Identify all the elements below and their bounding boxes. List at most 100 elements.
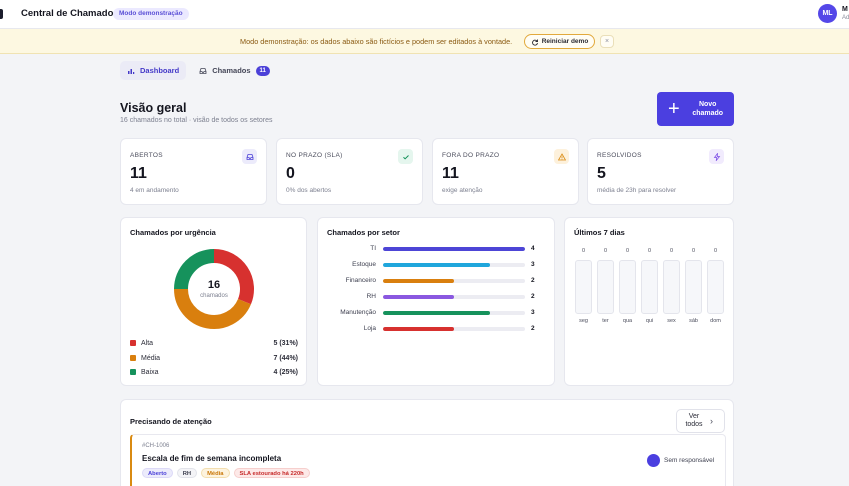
day-label: qua — [622, 318, 633, 324]
attention-panel: Precisando de atenção Ver todos › #CH-10… — [120, 399, 734, 486]
sector-value: 2 — [531, 293, 535, 300]
user-name[interactable]: M — [842, 6, 848, 13]
day-column: 0 dom — [707, 248, 724, 328]
sector-value: 3 — [531, 261, 535, 268]
stat-label: NO PRAZO (SLA) — [286, 152, 343, 159]
stat-value: 5 — [597, 165, 606, 182]
chart-bar-icon — [128, 68, 135, 74]
refresh-icon — [531, 39, 538, 46]
sector-value: 2 — [531, 277, 535, 284]
sector-label: RH — [366, 293, 376, 300]
check-icon — [398, 149, 413, 164]
sector-label: Manutenção — [340, 309, 376, 316]
tab-dashboard[interactable]: Dashboard — [120, 61, 187, 80]
tab-chamados[interactable]: Chamados 11 — [192, 61, 277, 80]
demo-banner-text: Modo demonstração: os dados abaixo são f… — [240, 37, 513, 46]
chevron-right-icon: › — [710, 416, 713, 426]
day-column: 0 ter — [597, 248, 614, 328]
sector-bar-track — [383, 295, 525, 299]
day-bar — [663, 260, 680, 314]
legend-swatch — [130, 355, 136, 361]
warning-icon — [554, 149, 569, 164]
day-label: seg — [579, 318, 588, 324]
new-ticket-button[interactable]: + Novo chamado — [657, 92, 734, 126]
stat-card: NO PRAZO (SLA) 0 0% dos abertos — [276, 138, 423, 205]
urgency-panel: Chamados por urgência 16 chamados Alta 5… — [120, 217, 307, 386]
day-bar — [641, 260, 658, 314]
sector-bar-track — [383, 263, 525, 267]
sector-bar — [383, 263, 490, 267]
banner-close-button[interactable]: × — [600, 35, 614, 48]
legend-value: 4 (25%) — [273, 368, 298, 376]
sector-value: 4 — [531, 245, 535, 252]
app-logo — [0, 9, 3, 19]
day-label: sáb — [689, 318, 698, 324]
assignee-label: Sem responsável — [664, 457, 715, 464]
urgency-total-caption: chamados — [200, 293, 228, 299]
stat-value: 11 — [130, 165, 147, 182]
stat-label: ABERTOS — [130, 152, 163, 159]
plus-icon: + — [668, 98, 680, 120]
stat-note: 4 em andamento — [130, 187, 179, 194]
donut-slice-alta — [213, 249, 254, 305]
sector-row: RH 2 — [327, 292, 537, 302]
stat-value: 11 — [442, 165, 459, 182]
legend-value: 5 (31%) — [273, 339, 298, 347]
stat-value: 0 — [286, 165, 295, 182]
bolt-icon — [709, 149, 724, 164]
urgency-legend-item: Baixa 4 (25%) — [130, 367, 298, 377]
day-value: 0 — [713, 248, 718, 254]
attention-panel-title: Precisando de atenção — [130, 417, 212, 426]
day-value: 0 — [581, 248, 586, 254]
legend-swatch — [130, 369, 136, 375]
ticket-chip: Aberto — [142, 468, 173, 478]
app-title: Central de Chamados — [21, 8, 119, 19]
ticket-tags: Aberto RH Média SLA estourado há 220h — [142, 468, 310, 478]
page-subtitle: 16 chamados no total · visão de todos os… — [120, 117, 273, 124]
sector-label: Loja — [363, 325, 376, 332]
sector-panel-title: Chamados por setor — [327, 228, 400, 237]
sector-bar-track — [383, 327, 525, 331]
inbox-icon — [199, 67, 207, 74]
donut-slice-baixa — [174, 249, 215, 290]
day-label: sex — [667, 318, 676, 324]
stat-card: ABERTOS 11 4 em andamento — [120, 138, 267, 205]
sector-bar — [383, 279, 454, 283]
day-column: 0 sáb — [685, 248, 702, 328]
user-role: Ad — [842, 15, 849, 21]
inbox-icon — [242, 149, 257, 164]
see-all-label: Ver todos — [685, 413, 703, 428]
sector-row: Manutenção 3 — [327, 308, 537, 318]
sector-bar — [383, 327, 454, 331]
ticket-card[interactable]: #CH-1006 Escala de fim de semana incompl… — [130, 434, 726, 486]
stat-card: FORA DO PRAZO 11 exige atenção — [432, 138, 579, 205]
day-bar — [707, 260, 724, 314]
day-column: 0 qui — [641, 248, 658, 328]
legend-label: Baixa — [141, 368, 159, 376]
urgency-total: 16 — [207, 279, 221, 291]
sector-bar-track — [383, 311, 525, 315]
day-bar — [597, 260, 614, 314]
stat-card: RESOLVIDOS 5 média de 23h para resolver — [587, 138, 734, 205]
stat-note: exige atenção — [442, 187, 483, 194]
main-tabs: Dashboard Chamados 11 — [120, 61, 277, 80]
day-column: 0 qua — [619, 248, 636, 328]
ticket-chip: RH — [176, 468, 198, 478]
urgency-donut-chart: 16 chamados — [173, 248, 255, 330]
ticket-chip: Média — [201, 468, 230, 478]
last-7-days-title: Últimos 7 dias — [574, 228, 625, 237]
user-avatar[interactable]: ML — [818, 4, 837, 23]
day-label: qui — [645, 318, 654, 324]
day-value: 0 — [669, 248, 674, 254]
sector-value: 2 — [531, 325, 535, 332]
ticket-title: Escala de fim de semana incompleta — [142, 454, 282, 463]
ticket-chip: SLA estourado há 220h — [233, 468, 310, 478]
reset-demo-label: Reiniciar demo — [541, 38, 589, 45]
urgency-legend-item: Média 7 (44%) — [130, 353, 298, 363]
day-value: 0 — [691, 248, 696, 254]
sector-bar — [383, 295, 454, 299]
reset-demo-button[interactable]: Reiniciar demo — [524, 34, 595, 49]
sector-row: Financeiro 2 — [327, 276, 537, 286]
demo-banner: Modo demonstração: os dados abaixo são f… — [0, 29, 849, 54]
see-all-button[interactable]: Ver todos › — [676, 409, 725, 433]
